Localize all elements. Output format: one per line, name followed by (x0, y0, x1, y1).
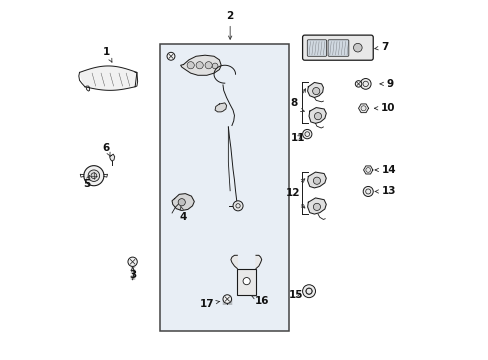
FancyBboxPatch shape (327, 40, 348, 56)
Text: 12: 12 (285, 188, 300, 198)
Circle shape (355, 81, 361, 87)
Polygon shape (180, 55, 221, 75)
Polygon shape (109, 154, 115, 161)
Circle shape (167, 52, 175, 60)
Circle shape (212, 63, 218, 69)
Circle shape (314, 113, 321, 120)
Polygon shape (172, 194, 194, 211)
Text: 7: 7 (374, 42, 388, 52)
FancyBboxPatch shape (306, 40, 326, 56)
Circle shape (360, 78, 370, 89)
Circle shape (302, 285, 315, 298)
Polygon shape (86, 86, 89, 91)
Text: 16: 16 (251, 296, 269, 306)
Text: 15: 15 (289, 290, 303, 300)
Text: 10: 10 (374, 103, 394, 113)
FancyBboxPatch shape (302, 35, 372, 60)
Circle shape (178, 199, 185, 206)
Text: 17: 17 (199, 299, 219, 309)
Polygon shape (308, 108, 325, 123)
Polygon shape (307, 172, 325, 188)
Circle shape (233, 201, 243, 211)
Text: 2: 2 (226, 11, 233, 39)
Bar (237, 269, 255, 296)
Circle shape (223, 295, 231, 303)
Text: 14: 14 (374, 165, 395, 175)
Polygon shape (215, 103, 226, 112)
Circle shape (88, 170, 100, 181)
Circle shape (363, 186, 372, 197)
Circle shape (83, 166, 104, 186)
Text: 5: 5 (83, 175, 90, 189)
Circle shape (196, 62, 203, 69)
Circle shape (91, 173, 97, 179)
Polygon shape (230, 255, 237, 269)
Polygon shape (358, 104, 368, 113)
Polygon shape (307, 82, 323, 98)
Bar (160, 44, 289, 330)
Polygon shape (363, 166, 372, 174)
Polygon shape (255, 255, 261, 269)
Circle shape (187, 62, 194, 69)
Text: 8: 8 (290, 98, 297, 108)
Circle shape (128, 257, 137, 266)
Circle shape (243, 278, 250, 285)
Text: 13: 13 (374, 186, 395, 197)
Text: 4: 4 (180, 206, 187, 221)
Text: 6: 6 (102, 143, 110, 156)
Polygon shape (80, 66, 137, 90)
Text: 3: 3 (129, 267, 136, 280)
Circle shape (204, 62, 212, 69)
Circle shape (353, 43, 362, 52)
Polygon shape (307, 198, 325, 214)
Circle shape (313, 177, 320, 184)
Circle shape (312, 87, 319, 95)
Circle shape (302, 130, 311, 139)
Text: 9: 9 (379, 79, 392, 89)
Text: 11: 11 (290, 133, 304, 143)
Circle shape (313, 203, 320, 211)
Text: 1: 1 (102, 46, 112, 62)
